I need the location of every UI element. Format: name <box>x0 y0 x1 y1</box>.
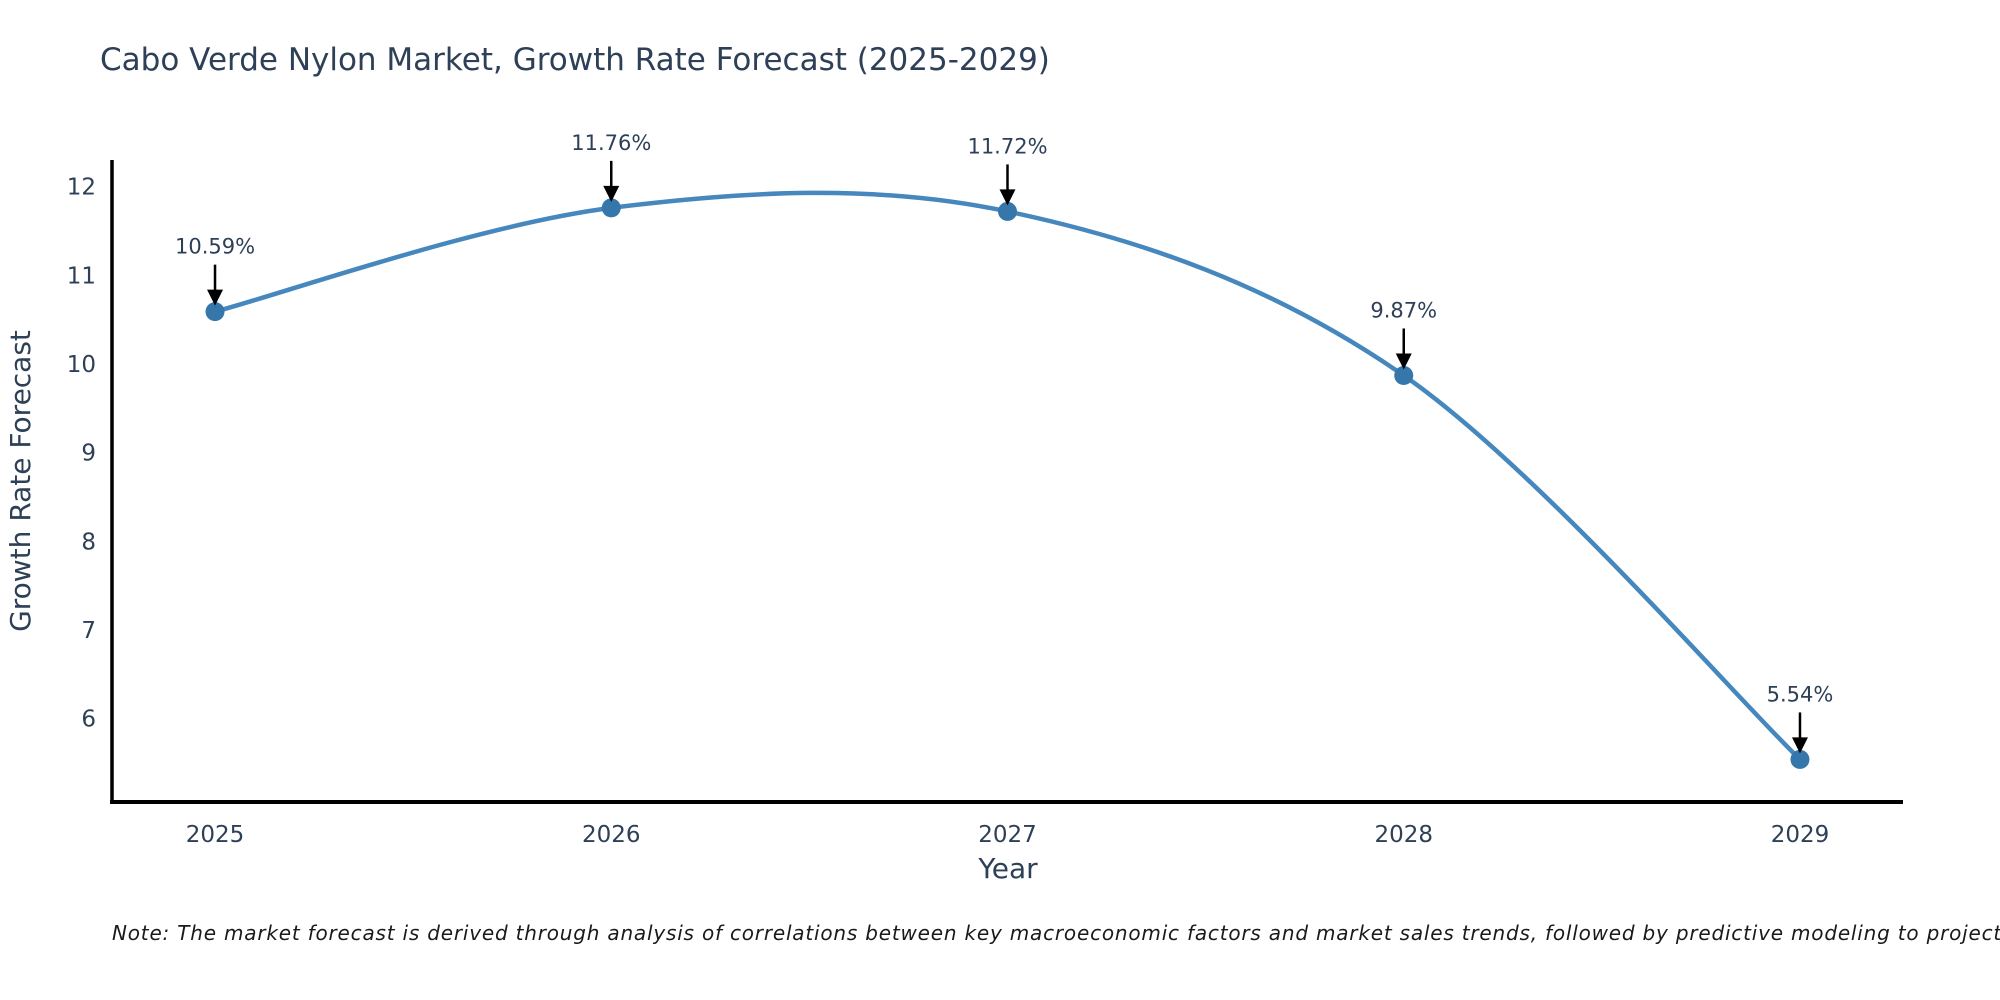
chart-title: Cabo Verde Nylon Market, Growth Rate For… <box>100 42 1050 78</box>
point-annotations: 10.59% 11.76% 11.72% 9.87% 5.54% <box>175 131 1833 754</box>
data-point-2029[interactable] <box>1790 749 1810 769</box>
data-point-2028[interactable] <box>1394 365 1414 385</box>
y-tick-label: 7 <box>81 618 96 644</box>
data-point-2025[interactable] <box>205 302 225 322</box>
y-axis-title: Growth Rate Forecast <box>4 330 37 632</box>
x-tick-label: 2025 <box>186 822 245 848</box>
y-tick-label: 6 <box>81 707 96 733</box>
annotation-arrowhead-icon <box>207 289 224 306</box>
annotation-arrowhead-icon <box>999 189 1016 206</box>
x-tick-label: 2027 <box>978 822 1037 848</box>
x-axis-ticks: 2025 2026 2027 2028 2029 <box>186 822 1830 848</box>
data-point-2027[interactable] <box>998 201 1017 221</box>
data-point-label: 5.54% <box>1767 682 1834 706</box>
y-tick-label: 9 <box>81 441 96 467</box>
annotation-arrowhead-icon <box>1395 353 1412 370</box>
annotation-arrowhead-icon <box>1791 737 1808 754</box>
y-axis-ticks: 6 7 8 9 10 11 12 <box>67 175 96 733</box>
footnote: Note: The market forecast is derived thr… <box>112 921 2000 945</box>
data-point-2026[interactable] <box>601 198 621 218</box>
x-tick-label: 2029 <box>1771 822 1830 848</box>
y-tick-label: 11 <box>67 263 96 289</box>
y-tick-label: 10 <box>67 352 96 378</box>
x-tick-label: 2026 <box>582 822 641 848</box>
annotation-arrowhead-icon <box>603 185 620 202</box>
y-tick-label: 12 <box>67 175 96 201</box>
data-point-label: 9.87% <box>1370 298 1437 322</box>
data-point-label: 11.76% <box>571 131 651 155</box>
x-axis-title: Year <box>977 852 1038 885</box>
data-point-label: 11.72% <box>967 134 1047 158</box>
x-tick-label: 2028 <box>1374 822 1433 848</box>
y-tick-label: 8 <box>81 529 96 555</box>
line-series <box>205 190 1810 769</box>
data-point-label: 10.59% <box>175 235 255 259</box>
forecast-line <box>212 190 1803 762</box>
